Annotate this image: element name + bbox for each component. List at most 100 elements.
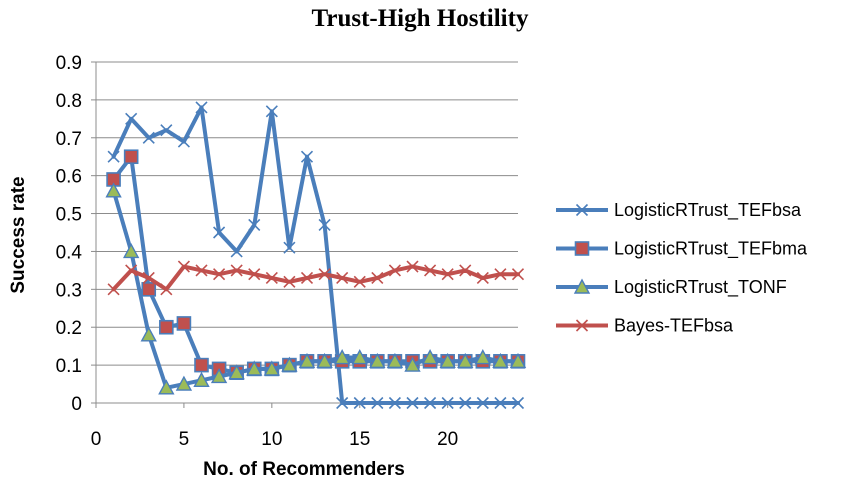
legend-marker: [575, 319, 589, 332]
data-point: [300, 271, 314, 285]
data-point: [511, 268, 525, 281]
legend-label: LogisticRTrust_TONF: [614, 277, 787, 298]
series-3: [107, 260, 525, 296]
data-point: [230, 245, 243, 258]
data-point: [230, 264, 243, 277]
x-tick-labels: 0 5 10 15 20: [91, 429, 459, 450]
data-point: [492, 352, 509, 369]
y-tick-label: 0.3: [56, 280, 82, 301]
data-point: [369, 352, 386, 369]
data-point: [246, 360, 263, 376]
data-point: [213, 268, 226, 281]
data-point: [298, 352, 316, 369]
series-2: [105, 182, 527, 395]
data-point: [142, 131, 155, 144]
data-point: [406, 396, 419, 410]
series-0: [107, 101, 525, 410]
data-point: [511, 396, 525, 410]
data-point: [283, 241, 296, 254]
data-point: [494, 396, 507, 410]
data-point: [439, 352, 456, 369]
data-point: [158, 379, 175, 395]
data-point: [107, 283, 120, 296]
data-point: [353, 396, 366, 410]
legend-item: Bayes-TEFbsa: [556, 316, 734, 336]
x-tick-label: 0: [91, 429, 102, 450]
data-point: [195, 264, 208, 277]
series-line: [111, 105, 520, 405]
data-point: [283, 275, 296, 288]
data-point: [371, 396, 384, 410]
data-point: [281, 356, 298, 372]
data-point: [421, 349, 439, 365]
y-tick-label: 0.4: [56, 242, 83, 263]
data-point: [176, 316, 192, 331]
data-point: [248, 218, 261, 231]
legend-label: LogisticRTrust_TEFbma: [614, 239, 808, 260]
data-point: [371, 271, 384, 285]
data-point: [441, 268, 454, 281]
data-point: [123, 149, 139, 165]
y-tick-label: 0.8: [56, 91, 82, 112]
y-tick-labels: 0 0.1 0.2 0.3 0.4 0.5 0.6 0.7 0.8 0.9: [56, 53, 83, 415]
legend-item: LogisticRTrust_TEFbsa: [556, 200, 802, 221]
data-point: [457, 352, 474, 369]
x-tick-label: 15: [349, 429, 370, 450]
data-point: [193, 371, 210, 387]
data-point: [333, 349, 351, 365]
data-point: [140, 326, 157, 342]
legend: LogisticRTrust_TEFbsa LogisticRTrust_TEFb…: [556, 200, 808, 336]
legend-label: LogisticRTrust_TEFbsa: [614, 200, 802, 221]
data-point: [213, 226, 226, 239]
y-tick-label: 0.5: [56, 205, 82, 226]
data-point: [424, 264, 437, 277]
data-point: [459, 264, 472, 277]
series-line: [111, 264, 520, 292]
data-point: [265, 105, 278, 118]
data-point: [351, 349, 368, 365]
gridlines: [96, 61, 518, 366]
y-axis-label: Success rate: [8, 176, 29, 293]
data-point: [336, 271, 349, 285]
data-point: [494, 268, 507, 281]
data-point: [386, 352, 404, 369]
data-point: [353, 275, 366, 288]
data-point: [228, 364, 245, 380]
legend-label: Bayes-TEFbsa: [614, 316, 734, 336]
data-point: [474, 349, 492, 365]
legend-item: LogisticRTrust_TONF: [556, 277, 787, 298]
legend-item: LogisticRTrust_TEFbma: [556, 239, 808, 260]
y-tick-label: 0.2: [56, 318, 82, 339]
data-point: [142, 271, 155, 285]
legend-marker: [574, 241, 590, 256]
data-point: [388, 396, 401, 410]
legend-marker: [575, 203, 589, 217]
y-tick-label: 0.1: [56, 356, 82, 377]
data-point: [476, 271, 489, 285]
data-point: [210, 368, 228, 384]
data-point: [141, 282, 157, 297]
data-point: [160, 283, 173, 296]
x-tick-label: 5: [179, 429, 190, 450]
data-point: [300, 150, 314, 163]
y-tick-label: 0: [71, 394, 82, 415]
data-point: [125, 112, 138, 125]
data-point: [177, 135, 190, 148]
data-point: [248, 268, 261, 281]
data-point: [122, 242, 140, 259]
data-point: [175, 375, 193, 391]
legend-marker: [573, 278, 591, 294]
data-point: [265, 271, 278, 285]
y-tick-label: 0.9: [56, 53, 82, 74]
x-tick-label: 20: [437, 429, 458, 450]
y-tick-label: 0.7: [56, 129, 82, 150]
series-group: [105, 101, 527, 410]
x-axis-label: No. of Recommenders: [203, 459, 405, 480]
y-tick-label: 0.6: [56, 167, 82, 188]
data-point: [177, 260, 190, 273]
data-point: [441, 396, 454, 410]
chart-title: Trust-High Hostility: [312, 5, 529, 32]
data-point: [105, 182, 122, 198]
data-point: [318, 268, 331, 281]
